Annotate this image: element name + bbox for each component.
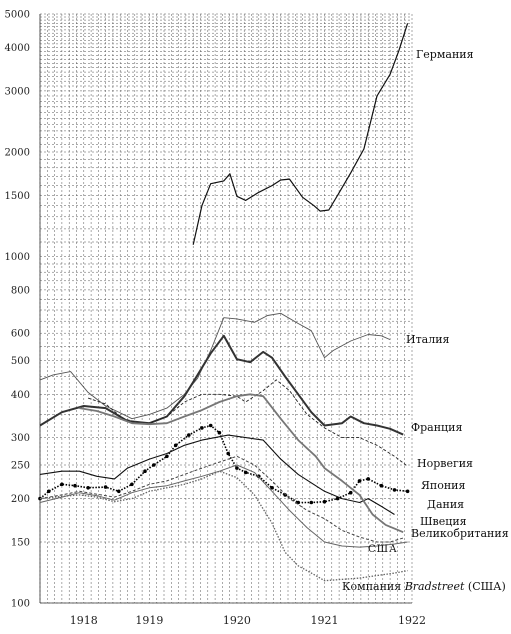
series-point [309,500,314,505]
series-point [257,474,261,479]
x-tick-label: 1920 [223,614,251,627]
series-point [392,488,397,492]
y-axis-ticks: 100 150 200 250 300 400 500 600 800 1000 1500 2000 3… [5,10,30,610]
y-tick-label: 100 [11,599,30,610]
y-tick-label: 4000 [5,43,30,54]
series-point [152,463,156,467]
series-label: Швеция [420,515,467,528]
series-line [192,23,409,245]
x-tick-label: 1921 [311,614,339,627]
series-point [187,433,191,437]
series-point [38,496,42,501]
y-tick-label: 1500 [5,191,30,202]
y-tick-label: 5000 [5,10,30,21]
series-label: Компания Bradstreet (США) [342,580,506,593]
y-tick-label: 3000 [5,86,30,97]
series-point [60,482,64,487]
series-label: Великобритания [411,527,509,540]
series-point [379,483,384,488]
series-point [357,479,362,483]
series-point [165,454,169,459]
series-point [217,430,222,435]
x-tick-label: 1918 [70,614,98,627]
series-point [270,486,274,490]
series-point [103,485,108,489]
series-label: Германия [416,48,474,61]
series-point [226,451,230,456]
y-tick-label: 2000 [5,148,30,159]
series-point [405,489,410,494]
y-tick-label: 300 [11,433,30,444]
series-point [348,490,353,495]
series-point [47,489,51,494]
series-point [243,470,248,475]
series-point [322,499,327,504]
y-tick-label: 800 [11,285,30,296]
y-tick-label: 200 [11,494,30,505]
series-point [366,477,371,481]
series-point [283,493,287,497]
chart-series [38,23,410,582]
chart-grid [39,13,413,604]
series-label: США [368,544,398,555]
series-line [39,464,408,548]
series-point [173,443,178,448]
series-point [117,489,121,494]
x-tick-label: 1919 [135,614,163,627]
series-labels: Германия Италия Франция Норвегия Япония Дания… [342,48,509,593]
y-tick-label: 250 [11,461,30,472]
y-tick-label: 1000 [5,252,30,263]
series-label: Дания [427,498,464,511]
series-point [200,426,204,430]
x-tick-label: 1922 [398,614,426,627]
series-point [143,469,147,474]
series-label: Франция [411,421,462,434]
series-label: Япония [421,479,466,492]
x-axis-ticks: 1918 1919 1920 1921 1922 [70,614,426,627]
y-tick-label: 600 [11,329,30,340]
series-label: Италия [406,333,450,346]
series-point [73,483,77,488]
series-line [39,334,404,436]
series-line [39,424,408,504]
series-line [39,434,395,515]
series-line [39,470,408,582]
y-tick-label: 500 [11,356,30,367]
series-line [79,393,404,534]
series-line [39,455,404,543]
series-line [39,312,391,420]
y-tick-label: 150 [11,538,30,549]
series-label: Норвегия [417,457,473,470]
y-tick-label: 400 [11,390,30,401]
series-point [208,423,213,428]
series-point [130,482,134,487]
series-point [86,486,90,490]
series-point [235,466,239,470]
